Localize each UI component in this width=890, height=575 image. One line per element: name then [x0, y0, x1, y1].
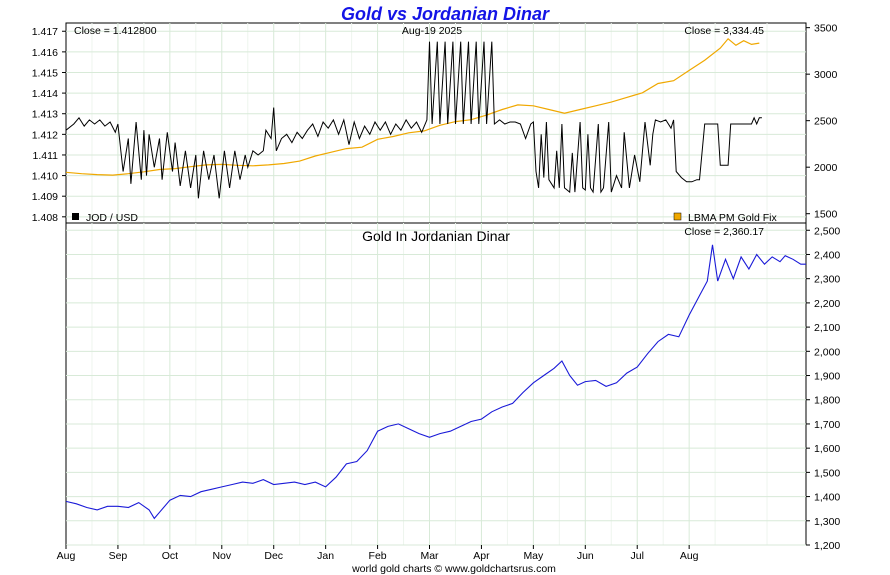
- bottom-right-tick-label: 1,600: [814, 443, 840, 455]
- gold-in-jod-line: [65, 244, 806, 520]
- bottom-right-tick-label: 1,700: [814, 419, 840, 431]
- bottom-panel-frame: [65, 222, 807, 546]
- left-tick-label: 1.412: [32, 129, 58, 141]
- left-tick-label: 1.408: [32, 212, 58, 224]
- left-tick-label: 1.411: [33, 150, 59, 162]
- left-tick-label: 1.415: [32, 67, 58, 79]
- top-right-axis: 1500 2000 2500 3000 3500: [806, 23, 838, 221]
- bottom-right-tick-label: 1,800: [814, 395, 840, 407]
- legend-jod-swatch: [72, 213, 79, 220]
- left-tick-label: 1.417: [32, 26, 58, 38]
- bottom-right-tick-label: 1,500: [814, 467, 840, 479]
- bottom-right-axis: 1,200 1,300 1,400 1,500 1,600 1,700 1,800 1,900…: [806, 225, 840, 552]
- bottom-right-tick-label: 2,200: [814, 298, 840, 310]
- top-left-close-label: Close = 1.412800: [74, 25, 157, 37]
- bottom-subtitle: Gold In Jordanian Dinar: [362, 228, 510, 244]
- left-tick-label: 1.416: [32, 47, 58, 59]
- x-tick-label-sep: Sep: [109, 550, 128, 562]
- top-panel-frame: [65, 22, 807, 224]
- left-tick-label: 1.414: [32, 88, 58, 100]
- x-tick-label-nov: Nov: [212, 550, 231, 562]
- x-tick-label-jul: Jul: [631, 550, 644, 562]
- left-tick-label: 1.413: [32, 109, 58, 121]
- x-tick-label-oct: Oct: [162, 550, 178, 562]
- bottom-right-tick-label: 1,300: [814, 516, 840, 528]
- x-tick-label-mar: Mar: [420, 550, 439, 562]
- bottom-right-tick-label: 2,300: [814, 274, 840, 286]
- x-tick-label-may: May: [523, 550, 544, 562]
- legend-gold-label: LBMA PM Gold Fix: [688, 212, 777, 224]
- footer-credit: world gold charts © www.goldchartsrus.co…: [351, 563, 556, 575]
- bottom-close-label: Close = 2,360.17: [684, 226, 764, 238]
- x-axis: Aug Sep Oct Nov Dec Jan Feb Mar Apr May Jun Jul Aug: [57, 545, 699, 562]
- right-tick-label: 1500: [814, 209, 838, 221]
- bottom-right-tick-label: 1,400: [814, 492, 840, 504]
- top-panel: 1.408 1.409 1.410 1.411 1.412 1.413 1.414 1.415…: [32, 22, 838, 224]
- x-tick-label-apr: Apr: [473, 550, 490, 562]
- x-tick-label-dec: Dec: [264, 550, 283, 562]
- bottom-right-tick-label: 2,500: [814, 225, 840, 237]
- jod-usd-line: [65, 41, 762, 199]
- right-tick-label: 3000: [814, 69, 838, 81]
- bottom-right-tick-label: 1,900: [814, 371, 840, 383]
- bottom-right-tick-label: 2,400: [814, 249, 840, 261]
- bottom-right-tick-label: 1,200: [814, 540, 840, 552]
- right-tick-label: 2000: [814, 162, 838, 174]
- top-left-axis: 1.408 1.409 1.410 1.411 1.412 1.413 1.414 1.415…: [32, 26, 66, 224]
- chart-title: Gold vs Jordanian Dinar: [341, 4, 550, 24]
- left-tick-label: 1.410: [32, 171, 58, 183]
- bottom-right-tick-label: 2,000: [814, 346, 840, 358]
- bottom-grid: [66, 223, 806, 546]
- left-tick-label: 1.409: [32, 191, 58, 203]
- right-tick-label: 3500: [814, 23, 838, 35]
- x-tick-label-jun: Jun: [577, 550, 594, 562]
- legend-gold-swatch: [673, 212, 682, 221]
- top-date-label: Aug-19 2025: [402, 25, 462, 37]
- x-tick-label-feb: Feb: [369, 550, 387, 562]
- x-tick-label-aug: Aug: [680, 550, 699, 562]
- top-right-close-label: Close = 3,334.45: [684, 25, 764, 37]
- x-tick-label-aug: Aug: [57, 550, 76, 562]
- bottom-right-tick-label: 2,100: [814, 322, 840, 334]
- legend-jod-label: JOD / USD: [86, 212, 138, 224]
- right-tick-label: 2500: [814, 116, 838, 128]
- x-tick-label-jan: Jan: [317, 550, 334, 562]
- bottom-panel: 1,200 1,300 1,400 1,500 1,600 1,700 1,800 1,900…: [65, 222, 840, 552]
